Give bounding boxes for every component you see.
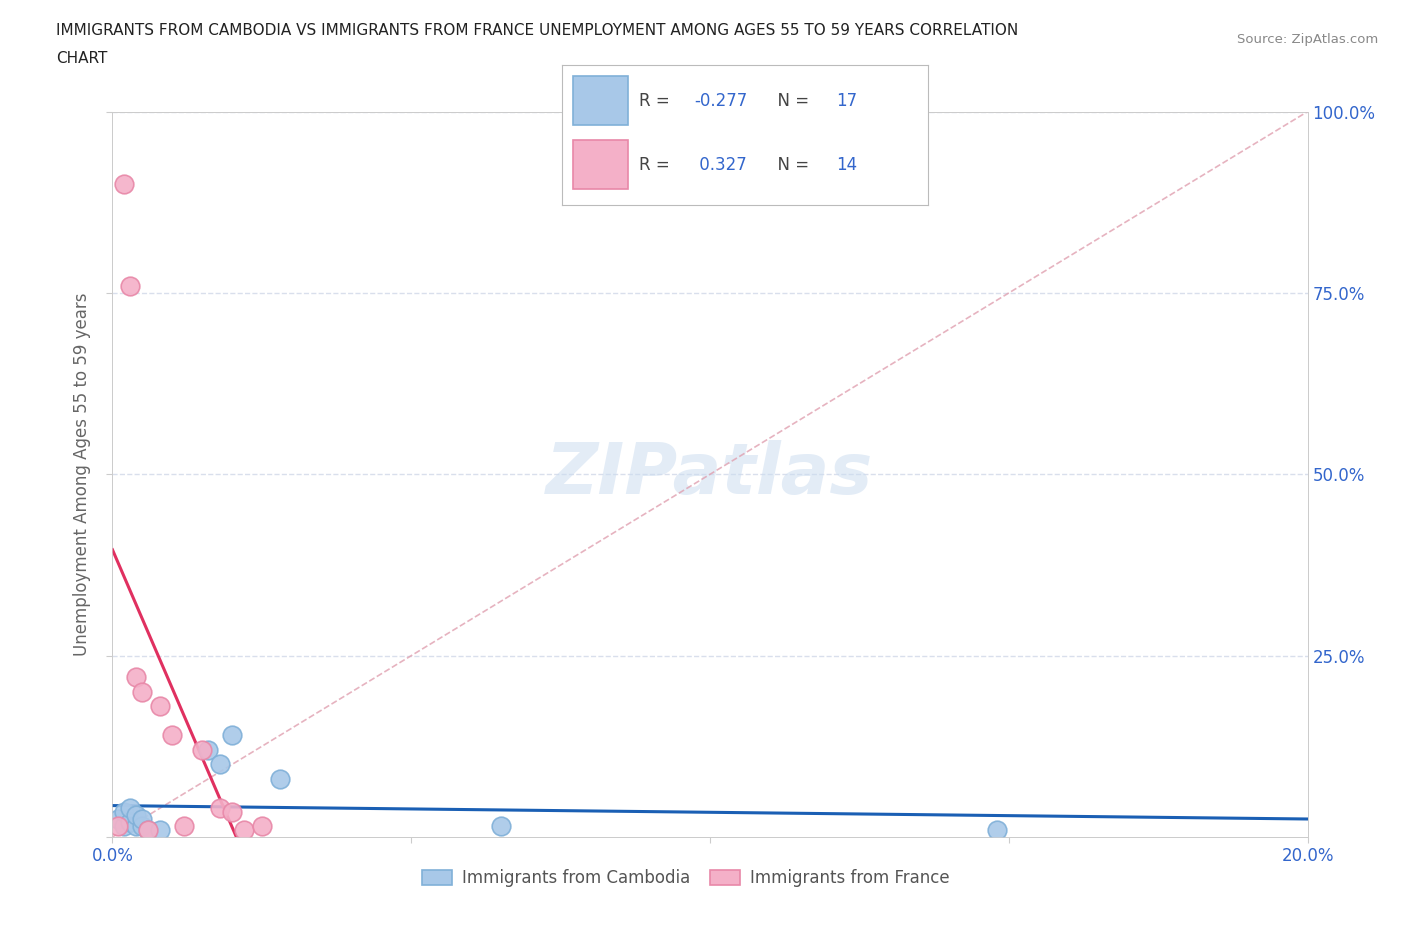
Point xyxy=(120,801,142,816)
FancyBboxPatch shape xyxy=(574,140,628,190)
Point xyxy=(120,278,142,293)
Point xyxy=(221,804,243,819)
Text: IMMIGRANTS FROM CAMBODIA VS IMMIGRANTS FROM FRANCE UNEMPLOYMENT AMONG AGES 55 TO: IMMIGRANTS FROM CAMBODIA VS IMMIGRANTS F… xyxy=(56,23,1018,38)
Point xyxy=(138,822,160,837)
Point xyxy=(269,772,291,787)
Legend: Immigrants from Cambodia, Immigrants from France: Immigrants from Cambodia, Immigrants fro… xyxy=(416,863,956,894)
Point xyxy=(221,728,243,743)
Text: -0.277: -0.277 xyxy=(695,92,747,110)
Point xyxy=(173,818,195,833)
Point xyxy=(131,818,153,833)
Text: ZIPatlas: ZIPatlas xyxy=(547,440,873,509)
FancyBboxPatch shape xyxy=(574,76,628,125)
Point xyxy=(125,808,148,823)
Text: CHART: CHART xyxy=(56,51,108,66)
Point xyxy=(131,811,153,827)
Point xyxy=(191,742,214,757)
Text: Source: ZipAtlas.com: Source: ZipAtlas.com xyxy=(1237,33,1378,46)
Point xyxy=(250,818,273,833)
Point xyxy=(114,818,135,833)
Text: 0.327: 0.327 xyxy=(695,156,747,174)
Text: N =: N = xyxy=(768,92,814,110)
Point xyxy=(233,822,256,837)
Point xyxy=(120,815,142,830)
Point xyxy=(209,801,232,816)
Point xyxy=(125,818,148,833)
Point xyxy=(489,818,512,833)
Point xyxy=(986,822,1008,837)
Point xyxy=(138,822,160,837)
Point xyxy=(114,177,135,192)
Point xyxy=(149,699,172,714)
Point xyxy=(197,742,219,757)
Point xyxy=(131,684,153,699)
Point xyxy=(162,728,183,743)
Point xyxy=(107,811,129,827)
Text: R =: R = xyxy=(640,92,675,110)
Point xyxy=(107,818,129,833)
Point xyxy=(114,804,135,819)
Y-axis label: Unemployment Among Ages 55 to 59 years: Unemployment Among Ages 55 to 59 years xyxy=(73,293,91,656)
Point xyxy=(149,822,172,837)
Text: 17: 17 xyxy=(837,92,858,110)
Text: R =: R = xyxy=(640,156,675,174)
Point xyxy=(125,670,148,684)
Text: N =: N = xyxy=(768,156,814,174)
Point xyxy=(209,757,232,772)
Text: 14: 14 xyxy=(837,156,858,174)
